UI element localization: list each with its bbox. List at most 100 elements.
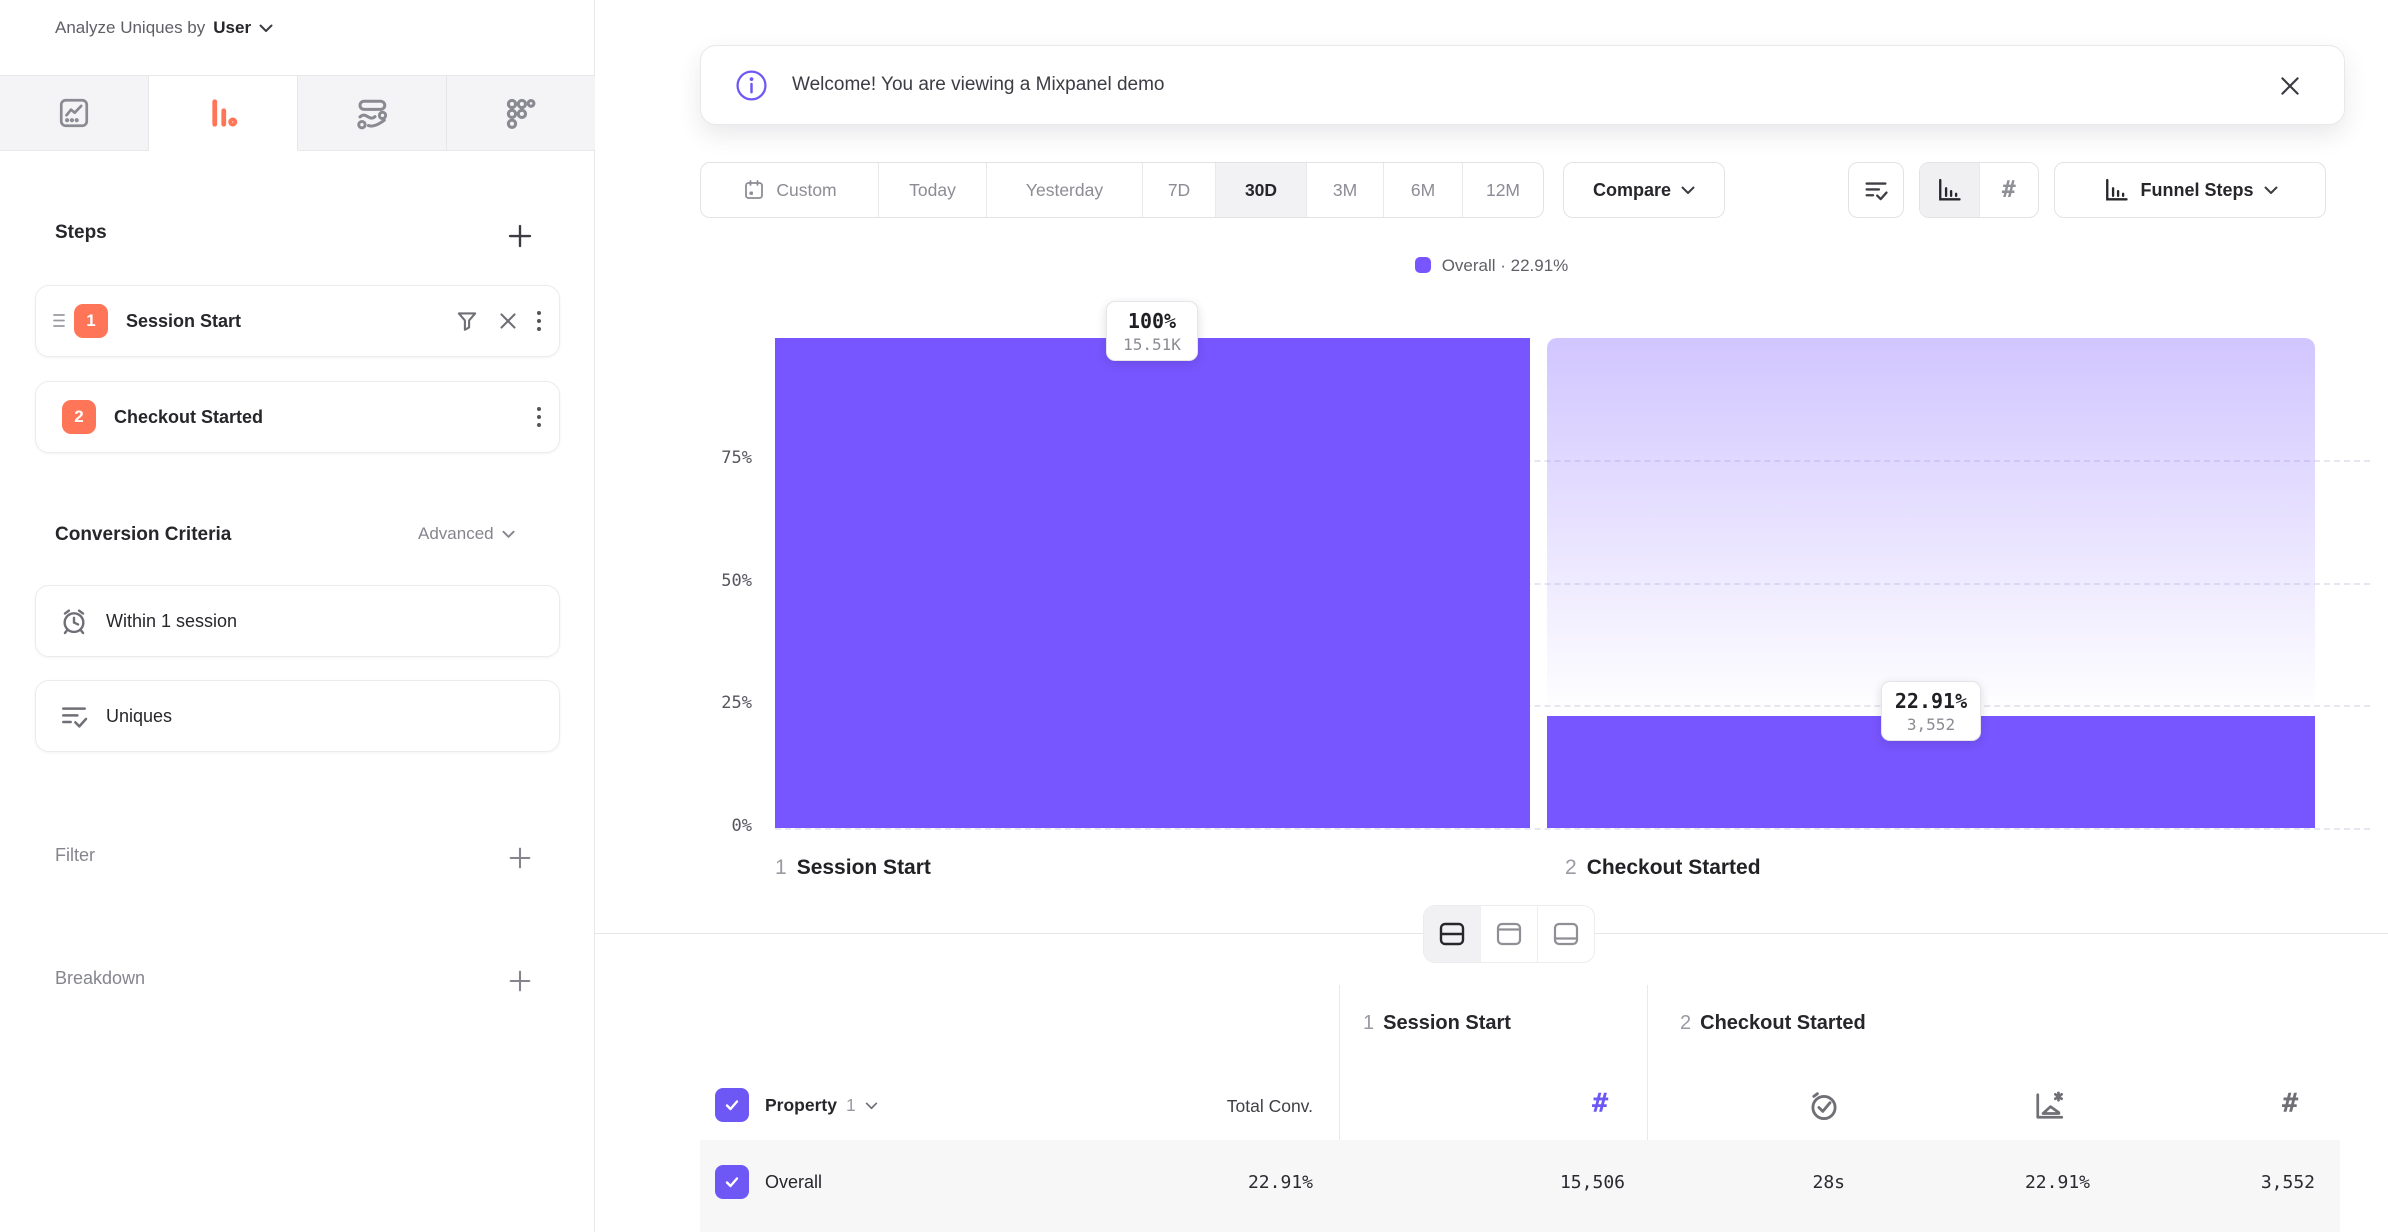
column-divider xyxy=(1339,985,1340,1232)
retention-icon xyxy=(503,95,539,131)
compare-label: Compare xyxy=(1592,179,1672,200)
add-filter-button[interactable] xyxy=(502,840,538,876)
banner-message: Welcome! You are viewing a Mixpanel demo xyxy=(792,74,1165,95)
table-row-overall[interactable] xyxy=(700,1140,2340,1232)
range-label: Today xyxy=(909,179,956,200)
select-all-checkbox[interactable] xyxy=(715,1088,749,1122)
uniques-metric-button[interactable] xyxy=(1848,162,1904,218)
row-checkbox[interactable] xyxy=(715,1165,749,1199)
chart-legend[interactable]: Overall · 22.91% xyxy=(595,256,2388,276)
category-label-step-2: 2 Checkout Started xyxy=(1565,856,1761,880)
drag-handle-icon[interactable] xyxy=(50,311,68,331)
range-6m[interactable]: 6M xyxy=(1384,163,1463,217)
category-number: 2 xyxy=(1565,856,1577,879)
property-index: 1 xyxy=(845,1095,856,1115)
tab-retention[interactable] xyxy=(447,76,595,150)
category-number: 1 xyxy=(775,856,787,879)
step-event-name[interactable]: Session Start xyxy=(126,310,242,331)
filter-icon[interactable] xyxy=(453,307,481,335)
add-step-button[interactable] xyxy=(502,218,538,254)
filter-heading: Filter xyxy=(55,845,95,865)
step-event-name[interactable]: Checkout Started xyxy=(114,406,264,427)
range-today[interactable]: Today xyxy=(879,163,987,217)
step-name: Checkout Started xyxy=(1700,1012,1866,1034)
range-12m[interactable]: 12M xyxy=(1463,163,1543,217)
steps-heading: Steps xyxy=(55,222,107,243)
chevron-down-icon[interactable] xyxy=(259,24,273,33)
funnels-icon xyxy=(205,95,241,131)
compare-button[interactable]: Compare xyxy=(1563,162,1725,218)
step-menu-icon[interactable] xyxy=(535,403,543,431)
step-card-2[interactable]: 2 Checkout Started xyxy=(35,381,560,453)
gridline-50 xyxy=(775,583,2370,585)
list-check-icon xyxy=(1865,182,1888,201)
step-number: 1 xyxy=(1363,1012,1375,1034)
range-30d-selected[interactable]: 30D xyxy=(1216,163,1307,217)
range-label: 30D xyxy=(1244,179,1278,200)
gridline-25 xyxy=(775,705,2370,707)
funnel-bar-step-1[interactable] xyxy=(775,338,1530,828)
cell-step2-conv-rate: 22.91% xyxy=(2024,1172,2090,1193)
advanced-dropdown[interactable]: Advanced xyxy=(418,524,515,544)
tooltip-count: 3,552 xyxy=(1906,715,1956,734)
panel-layout-toggle xyxy=(1423,905,1595,963)
step2-uniques-metric-icon[interactable]: # xyxy=(2282,1088,2299,1119)
layout-table-only[interactable] xyxy=(1538,906,1594,962)
tooltip-percent: 22.91% xyxy=(1894,689,1968,713)
tab-funnels[interactable] xyxy=(149,76,298,151)
toggle-absolute-numbers[interactable]: # xyxy=(1980,163,2039,217)
counting-method-card[interactable]: Uniques xyxy=(35,680,560,752)
cell-total-conv: 22.91% xyxy=(1247,1172,1313,1193)
gridline-75 xyxy=(775,460,2370,462)
step1-uniques-metric-icon[interactable]: # xyxy=(1592,1088,1609,1119)
step-card-1[interactable]: 1 Session Start xyxy=(35,285,560,357)
range-7d[interactable]: 7D xyxy=(1143,163,1216,217)
y-tick-25: 25% xyxy=(721,693,752,713)
total-conv-header[interactable]: Total Conv. xyxy=(1226,1096,1313,1116)
step-number-badge: 1 xyxy=(74,304,108,338)
value-display-toggle: # xyxy=(1919,162,2039,218)
range-3m[interactable]: 3M xyxy=(1307,163,1384,217)
category-name: Session Start xyxy=(796,856,931,879)
column-divider xyxy=(1647,985,1648,1232)
range-custom[interactable]: Custom xyxy=(701,163,879,217)
range-label: 7D xyxy=(1167,179,1191,200)
gridline-0 xyxy=(775,828,2370,830)
category-label-step-1: 1 Session Start xyxy=(775,856,931,880)
conversion-window-card[interactable]: Within 1 session xyxy=(35,585,560,657)
remove-step-icon[interactable] xyxy=(495,308,521,334)
step-number-badge: 2 xyxy=(62,400,96,434)
y-tick-75: 75% xyxy=(721,448,752,468)
advanced-label: Advanced xyxy=(418,524,494,543)
range-yesterday[interactable]: Yesterday xyxy=(987,163,1143,217)
tooltip-count: 15.51K xyxy=(1123,335,1181,354)
report-type-tabbar xyxy=(0,75,595,151)
toggle-percent-bars[interactable] xyxy=(1920,163,1980,217)
bar-tooltip-step-1: 100% 15.51K xyxy=(1106,301,1198,361)
chevron-down-icon xyxy=(865,1101,877,1109)
counting-method-label: Uniques xyxy=(106,705,173,726)
range-label: Custom xyxy=(776,179,837,200)
banner-close-icon[interactable] xyxy=(2274,70,2306,102)
range-label: 6M xyxy=(1410,179,1436,200)
layout-split-view[interactable] xyxy=(1424,906,1481,962)
cell-step1-uniques: 15,506 xyxy=(1559,1172,1625,1193)
step2-conv-rate-metric-icon[interactable] xyxy=(2031,1088,2067,1124)
range-label: 12M xyxy=(1485,179,1521,200)
tab-insights[interactable] xyxy=(0,76,149,150)
property-selector[interactable]: Property 1 xyxy=(765,1095,878,1116)
insights-icon xyxy=(56,95,92,131)
query-builder-sidebar: Analyze Uniques by User xyxy=(0,0,595,1232)
layout-chart-only[interactable] xyxy=(1481,906,1538,962)
hash-icon: # xyxy=(2001,177,2016,203)
range-label: 3M xyxy=(1332,179,1358,200)
chart-type-dropdown[interactable]: Funnel Steps xyxy=(2054,162,2326,218)
step2-avg-time-metric-icon[interactable] xyxy=(1806,1088,1842,1124)
uniques-list-check-icon xyxy=(58,700,90,732)
add-breakdown-button[interactable] xyxy=(502,963,538,999)
row-label: Overall xyxy=(765,1172,823,1192)
tab-flows[interactable] xyxy=(298,76,447,150)
analyze-value-dropdown[interactable]: User xyxy=(213,18,252,37)
chevron-down-icon xyxy=(1681,186,1695,194)
step-menu-icon[interactable] xyxy=(535,307,543,335)
